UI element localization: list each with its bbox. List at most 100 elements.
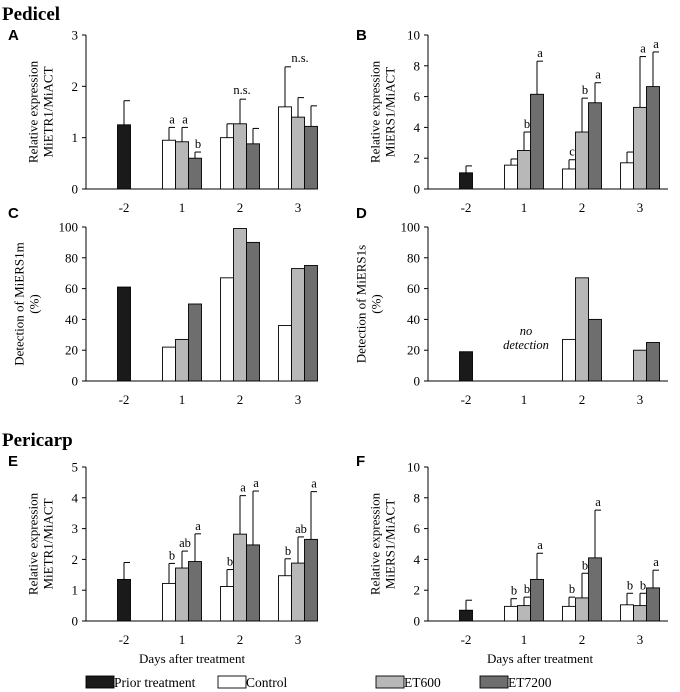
y-axis-title: Relative expressionMiERS1/MiACT [367, 492, 397, 595]
panel-label: C [8, 205, 19, 222]
bar-et7200 [188, 561, 202, 622]
bar-et7200 [304, 265, 318, 382]
y-axis-title-line: (%) [26, 294, 41, 314]
section-title-pedicel: Pedicel [2, 4, 60, 25]
x-tick-label: -2 [461, 632, 472, 647]
y-tick-label: 2 [414, 151, 421, 166]
x-tick-label: 2 [579, 632, 586, 647]
significance-letter: b [627, 578, 633, 592]
x-tick-label: -2 [119, 200, 130, 215]
y-tick-label: 10 [407, 460, 420, 475]
y-axis-title: Relative expressionMiERS1/MiACT [367, 60, 397, 163]
chart-panel-a: A 0 1 2 3 Relative expressionMiETR1/MiACT -2 1 2… [8, 27, 318, 215]
significance-letter: ab [295, 522, 307, 536]
bar-prior-treatment [117, 124, 131, 190]
y-tick-label: 6 [414, 521, 421, 536]
significance-letter: b [169, 548, 175, 562]
y-tick-label: 8 [414, 58, 421, 73]
significance-letter: a [653, 555, 659, 569]
y-axis-title-line: Relative expression [367, 60, 382, 163]
y-tick-label: 2 [414, 583, 421, 598]
y-axis-title: Detection of MiERS1s(%) [353, 245, 383, 363]
bar-et600 [291, 268, 305, 382]
y-tick-label: 100 [59, 220, 79, 235]
x-tick-label: 1 [521, 632, 528, 647]
y-tick-label: 0 [414, 182, 421, 197]
significance-letter: a [595, 68, 601, 82]
significance-letter: a [195, 519, 201, 533]
legend-label-control: Control [246, 675, 288, 690]
bar-control [278, 575, 292, 622]
significance-note: n.s. [291, 51, 308, 65]
y-axis-title-line: Relative expression [25, 492, 40, 595]
significance-letter: a [311, 477, 317, 491]
x-tick-label: 2 [237, 632, 244, 647]
y-axis-title: Detection of MiERS1m(%) [11, 242, 41, 366]
significance-letter: a [537, 46, 543, 60]
x-tick-label: -2 [461, 200, 472, 215]
y-tick-label: 3 [72, 521, 79, 536]
panel-label: D [356, 205, 367, 222]
x-tick-label: -2 [119, 392, 130, 407]
significance-letter: b [285, 544, 291, 558]
y-tick-label: 0 [414, 374, 421, 389]
bar-et600 [633, 605, 647, 622]
significance-letter: a [240, 481, 246, 495]
legend-label-et7200: ET7200 [508, 675, 552, 690]
bar-et600 [575, 277, 589, 382]
x-tick-label: 1 [179, 632, 186, 647]
panel-label: B [356, 27, 367, 44]
y-tick-label: 20 [65, 343, 78, 358]
bar-control [620, 604, 634, 622]
x-tick-label: 1 [179, 200, 186, 215]
legend: Prior treatment Control ET600 ET7200 [85, 675, 552, 690]
legend-swatch-et600 [375, 675, 405, 689]
y-axis-title-line: MiERS1/MiACT [382, 499, 397, 589]
bar-control [162, 346, 176, 382]
x-tick-label: 1 [179, 392, 186, 407]
bar-et7200 [646, 587, 660, 622]
chart-panel-d: D 0 20 40 60 80 100 Detection of MiERS1s(%) -2 1 2… [353, 205, 668, 407]
legend-swatch-et7200 [479, 675, 509, 689]
bar-et600 [291, 562, 305, 622]
x-tick-label: 3 [637, 632, 644, 647]
x-tick-label: -2 [461, 392, 472, 407]
panel-label: F [356, 453, 365, 470]
y-tick-label: 1 [72, 583, 79, 598]
bar-control [220, 137, 234, 190]
y-tick-label: 1 [72, 130, 79, 145]
no-detection-note-line: detection [503, 338, 549, 352]
bar-et600 [575, 597, 589, 622]
significance-letter: a [537, 538, 543, 552]
bar-et7200 [188, 157, 202, 190]
y-tick-label: 0 [72, 182, 79, 197]
y-axis-title: Relative expressionMiETR1/MiACT [25, 492, 55, 595]
x-tick-label: 2 [237, 200, 244, 215]
y-tick-label: 10 [407, 28, 420, 43]
legend-swatch-control [217, 675, 247, 689]
bar-et600 [575, 131, 589, 190]
bar-prior-treatment [459, 609, 473, 622]
x-axis-title: Days after treatment [487, 651, 594, 666]
bar-prior-treatment [117, 578, 131, 622]
significance-letter: ab [179, 536, 191, 550]
y-axis-title-line: MiETR1/MiACT [40, 498, 55, 589]
y-axis-title-line: Detection of MiERS1m [11, 242, 26, 366]
significance-letter: b [195, 137, 201, 151]
x-tick-label: 3 [295, 632, 302, 647]
panel-label: E [8, 453, 18, 470]
y-tick-label: 100 [401, 220, 421, 235]
y-tick-label: 8 [414, 490, 421, 505]
y-tick-label: 80 [65, 250, 78, 265]
x-axis-title: Days after treatment [139, 651, 246, 666]
bar-prior-treatment [117, 286, 131, 382]
significance-letter: a [253, 476, 259, 490]
chart-panel-f: F 0 2 4 6 8 10 Relative expressionMiERS1/MiACT -… [356, 453, 668, 666]
bar-et600 [517, 150, 531, 190]
significance-letter: c [569, 145, 575, 159]
legend-label-prior: Prior treatment [114, 675, 196, 690]
bar-control [620, 162, 634, 190]
y-tick-label: 20 [407, 343, 420, 358]
bar-control [504, 164, 518, 190]
y-tick-label: 4 [414, 552, 421, 567]
